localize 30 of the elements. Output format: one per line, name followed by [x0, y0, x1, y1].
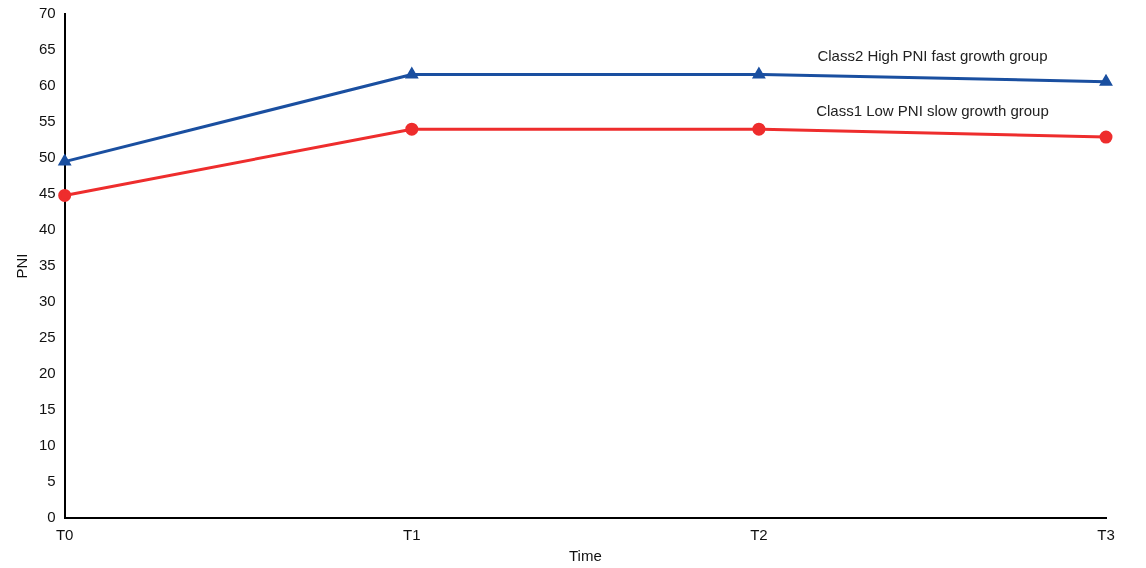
point [405, 67, 418, 79]
x-tick-label: T1 [403, 526, 421, 544]
y-tick-label: 65 [39, 40, 56, 58]
y-tick-label: 10 [39, 436, 56, 454]
x-tick-label: T2 [750, 526, 768, 544]
y-tick-label: 25 [39, 328, 56, 346]
point [405, 122, 419, 136]
y-tick-label: 45 [39, 184, 56, 202]
y-tick-label: 15 [39, 400, 56, 418]
y-tick-label: 60 [39, 76, 56, 94]
series-label: Class2 High PNI fast growth group [817, 47, 1048, 65]
point [752, 122, 766, 136]
point [1100, 75, 1112, 86]
y-tick-label: 20 [39, 364, 56, 382]
x-tick-label: T0 [55, 526, 74, 544]
y-tick-label: 70 [39, 4, 56, 22]
y-tick-label: 0 [47, 508, 56, 526]
point [58, 188, 72, 202]
x-tick-label: T3 [1097, 526, 1115, 544]
y-tick-label: 30 [39, 292, 56, 310]
y-axis-title: PNI [13, 253, 31, 279]
point [1099, 130, 1113, 144]
y-tick-label: 40 [39, 220, 56, 238]
point [753, 67, 765, 79]
y-tick-label: 50 [39, 148, 56, 166]
x-axis-title: Time [568, 547, 602, 565]
series-label: Class1 Low PNI slow growth group [816, 101, 1049, 119]
y-tick-label: 5 [47, 472, 56, 490]
y-tick-label: 35 [39, 256, 56, 274]
y-tick-label: 55 [39, 112, 56, 130]
